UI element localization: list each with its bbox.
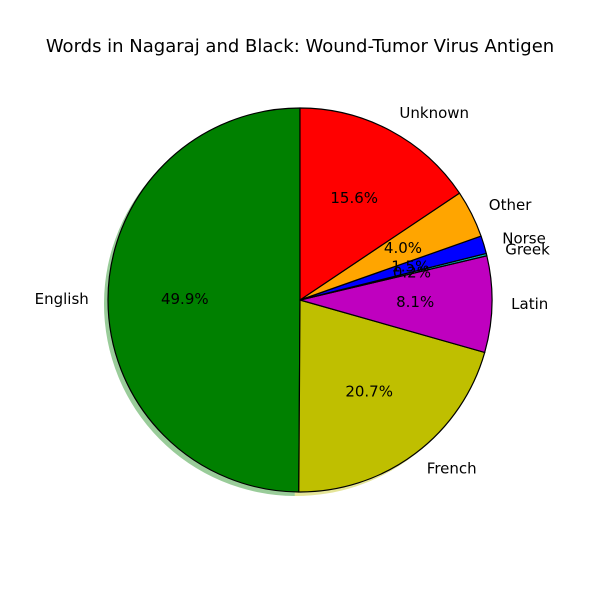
slice-label-unknown: Unknown — [399, 104, 469, 122]
slice-pct-greek: 0.2% — [393, 263, 431, 281]
slice-pct-unknown: 15.6% — [330, 189, 378, 207]
pie-slice-english — [107, 107, 301, 493]
slice-pct-latin: 8.1% — [396, 293, 434, 311]
slice-pct-other: 4.0% — [384, 239, 422, 257]
slice-pct-french: 20.7% — [345, 383, 393, 401]
slice-pct-english: 49.9% — [161, 290, 209, 308]
pie-slice-unknown — [299, 107, 461, 301]
slice-pct-norse: 1.5% — [391, 257, 429, 275]
slice-label-english: English — [35, 290, 89, 308]
slice-label-norse: Norse — [502, 230, 546, 248]
slice-label-latin: Latin — [511, 295, 548, 313]
pie-labels: English 49.9% French 20.7% Latin 8.1% Greek 0.2… — [35, 104, 550, 477]
chart-title: Words in Nagaraj and Black: Wound-Tumor … — [46, 36, 554, 57]
pie-slices — [107, 107, 493, 493]
slice-label-greek: Greek — [505, 241, 550, 259]
slice-label-other: Other — [489, 196, 532, 214]
slice-label-french: French — [427, 459, 477, 477]
pie-slice-french — [298, 299, 486, 493]
pie-slice-latin — [299, 255, 493, 354]
